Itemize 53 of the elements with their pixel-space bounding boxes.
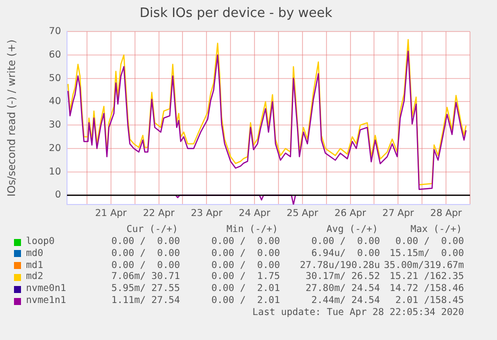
- x-tick-label: 23 Apr: [190, 208, 223, 219]
- legend-label: loop0: [26, 236, 55, 248]
- text: Avg (-/+): [326, 224, 378, 236]
- y-axis-title: IOs/second read (-) / write (+): [6, 40, 18, 197]
- x-tick-label: 21 Apr: [95, 208, 127, 219]
- x-tick-label: 24 Apr: [238, 208, 270, 219]
- text: 0.00 / 0.00: [211, 260, 280, 272]
- text: 6.94u/ 0.00: [311, 248, 380, 260]
- text: Last update: Tue Apr 28 22:05:34 2020: [252, 306, 464, 319]
- legend-label: nvme0n1: [26, 283, 66, 295]
- legend-label: md0: [26, 248, 44, 260]
- text: 5.95m/ 27.55: [111, 283, 180, 295]
- text: 27.78u/190.28u: [300, 260, 380, 272]
- x-tick-label: 27 Apr: [382, 208, 414, 219]
- text: 15.21 /162.35: [390, 271, 464, 284]
- text: 0.00 / 0.00: [311, 236, 380, 248]
- x-tick-label: 26 Apr: [334, 208, 366, 219]
- y-tick-label: 10: [48, 166, 61, 178]
- text: 7.06m/ 30.71: [111, 271, 180, 284]
- y-tick-label: 40: [48, 96, 61, 108]
- text: 0.00 / 0.00: [111, 260, 180, 272]
- text: Max (-/+): [410, 224, 462, 236]
- text: 0.00 / 0.00: [211, 236, 280, 248]
- y-tick-label: 60: [48, 49, 61, 60]
- y-tick-label: 70: [48, 26, 61, 38]
- text: 15.15m/ 0.00: [390, 248, 464, 260]
- legend-label: md2: [26, 271, 44, 284]
- text: 0.00 / 0.00: [211, 248, 280, 260]
- text: 2.01 /158.45: [395, 295, 464, 307]
- text: 35.00m/319.67m: [384, 260, 464, 272]
- x-tick-label: 28 Apr: [430, 208, 462, 219]
- text: 30.17m/ 26.52: [306, 271, 380, 284]
- text: 0.00 / 0.00: [111, 248, 180, 260]
- x-tick-label: 22 Apr: [143, 208, 175, 219]
- text: 2.44m/ 24.54: [311, 295, 380, 307]
- y-tick-label: 50: [48, 72, 61, 84]
- text: 14.72 /158.46: [390, 283, 464, 295]
- y-tick-label: 0: [54, 190, 61, 201]
- y-tick-label: 30: [48, 120, 61, 131]
- text: 0.00 / 1.75: [211, 271, 280, 284]
- text: Min (-/+): [226, 224, 278, 236]
- chart-title: Disk IOs per device - by week: [140, 6, 333, 22]
- text: 1.11m/ 27.54: [111, 295, 180, 307]
- legend-label: md1: [26, 260, 44, 272]
- y-tick-label: 20: [48, 142, 61, 154]
- text: 0.00 / 0.00: [395, 236, 464, 248]
- text: 27.80m/ 24.54: [306, 283, 380, 295]
- legend-label: nvme1n1: [26, 295, 66, 307]
- text: 0.00 / 0.00: [111, 236, 180, 248]
- text: 0.00 / 2.01: [211, 295, 280, 307]
- text: Cur (-/+): [126, 224, 178, 236]
- text: 0.00 / 2.01: [211, 283, 280, 295]
- x-tick-label: 25 Apr: [286, 208, 318, 219]
